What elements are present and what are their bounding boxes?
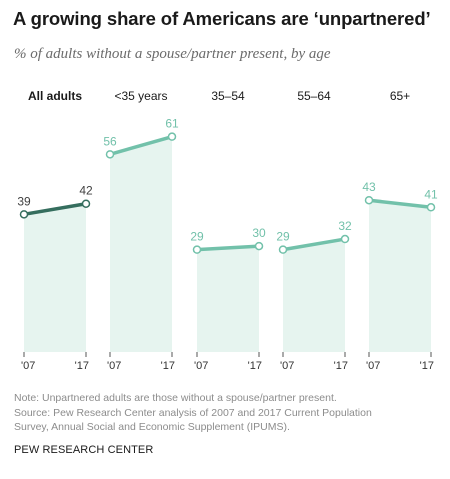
panel-2-xtick-2017: '17 xyxy=(161,360,175,372)
footer-attribution: PEW RESEARCH CENTER xyxy=(14,444,154,456)
panel-3-point-2017 xyxy=(254,241,264,251)
panel-2-header: <35 years xyxy=(114,89,167,103)
chart-area: 39 42 All adults '07 '17 56 61 <35 years '07 '17 2… xyxy=(17,89,438,372)
panel-5-xtick-2017: '17 xyxy=(420,360,434,372)
panel-4-area xyxy=(283,239,345,352)
panel-5-xtick-2007: '07 xyxy=(366,360,380,372)
panel-1-point-2017 xyxy=(81,199,91,208)
source-text-line-2: Survey, Annual Social and Economic Suppl… xyxy=(14,421,290,433)
panel-3-xtick-2007: '07 xyxy=(194,360,208,372)
panel-5-point-2017 xyxy=(426,203,436,212)
panel-4-point-2017 xyxy=(340,234,350,244)
panel-2-point-2017 xyxy=(167,132,177,141)
panel-4-xtick-2017: '17 xyxy=(334,360,348,372)
panel-3-series-line xyxy=(195,244,261,252)
panel-4-value-2007: 29 xyxy=(276,230,290,244)
panel-2-point-2007 xyxy=(105,150,115,159)
panel-2-value-2007: 56 xyxy=(103,134,117,148)
panel-5-header: 65+ xyxy=(390,89,410,103)
notes-block: Note: Unpartnered adults are those witho… xyxy=(14,391,372,435)
panel-1-value-2007: 39 xyxy=(17,194,31,208)
panel-5-area xyxy=(369,200,431,352)
panel-1-xtick-2017: '17 xyxy=(75,360,89,372)
panel-5-value-2007: 43 xyxy=(362,180,376,194)
note-text: Note: Unpartnered adults are those witho… xyxy=(14,392,337,404)
panel-3-header: 35–54 xyxy=(211,89,245,103)
panel-2-xtick-2007: '07 xyxy=(107,360,121,372)
panel-5-series-line xyxy=(367,198,433,210)
panel-4-series-line xyxy=(281,237,347,252)
chart-subtitle: % of adults without a spouse/partner pre… xyxy=(14,46,331,62)
panel-4-header: 55–64 xyxy=(297,89,331,103)
panel-3-value-2007: 29 xyxy=(190,230,204,244)
panel-3-xtick-2017: '17 xyxy=(248,360,262,372)
panel-1-value-2017: 42 xyxy=(79,184,93,198)
panel-1-series-line xyxy=(22,201,88,217)
panel-4-point-2007 xyxy=(278,245,288,254)
panel-3-area xyxy=(197,246,259,352)
panel-1-point-2007 xyxy=(19,210,29,219)
panel-4-value-2017: 32 xyxy=(338,219,352,233)
panel-1-area xyxy=(24,203,86,352)
panel-2-series-line xyxy=(108,134,174,157)
source-text-line-1: Source: Pew Research Center analysis of … xyxy=(14,406,372,419)
panel-4-xtick-2007: '07 xyxy=(280,360,294,372)
panel-3-value-2017: 30 xyxy=(252,226,266,240)
panel-5-point-2007 xyxy=(364,195,374,205)
panel-5-value-2017: 41 xyxy=(424,187,438,201)
panel-1-xtick-2007: '07 xyxy=(21,360,35,372)
panel-1-header: All adults xyxy=(28,89,82,103)
panel-2-area xyxy=(110,136,172,352)
panel-3-point-2007 xyxy=(192,245,202,254)
chart-title: A growing share of Americans are ‘unpart… xyxy=(13,8,431,29)
panel-2-value-2017: 61 xyxy=(165,117,179,131)
